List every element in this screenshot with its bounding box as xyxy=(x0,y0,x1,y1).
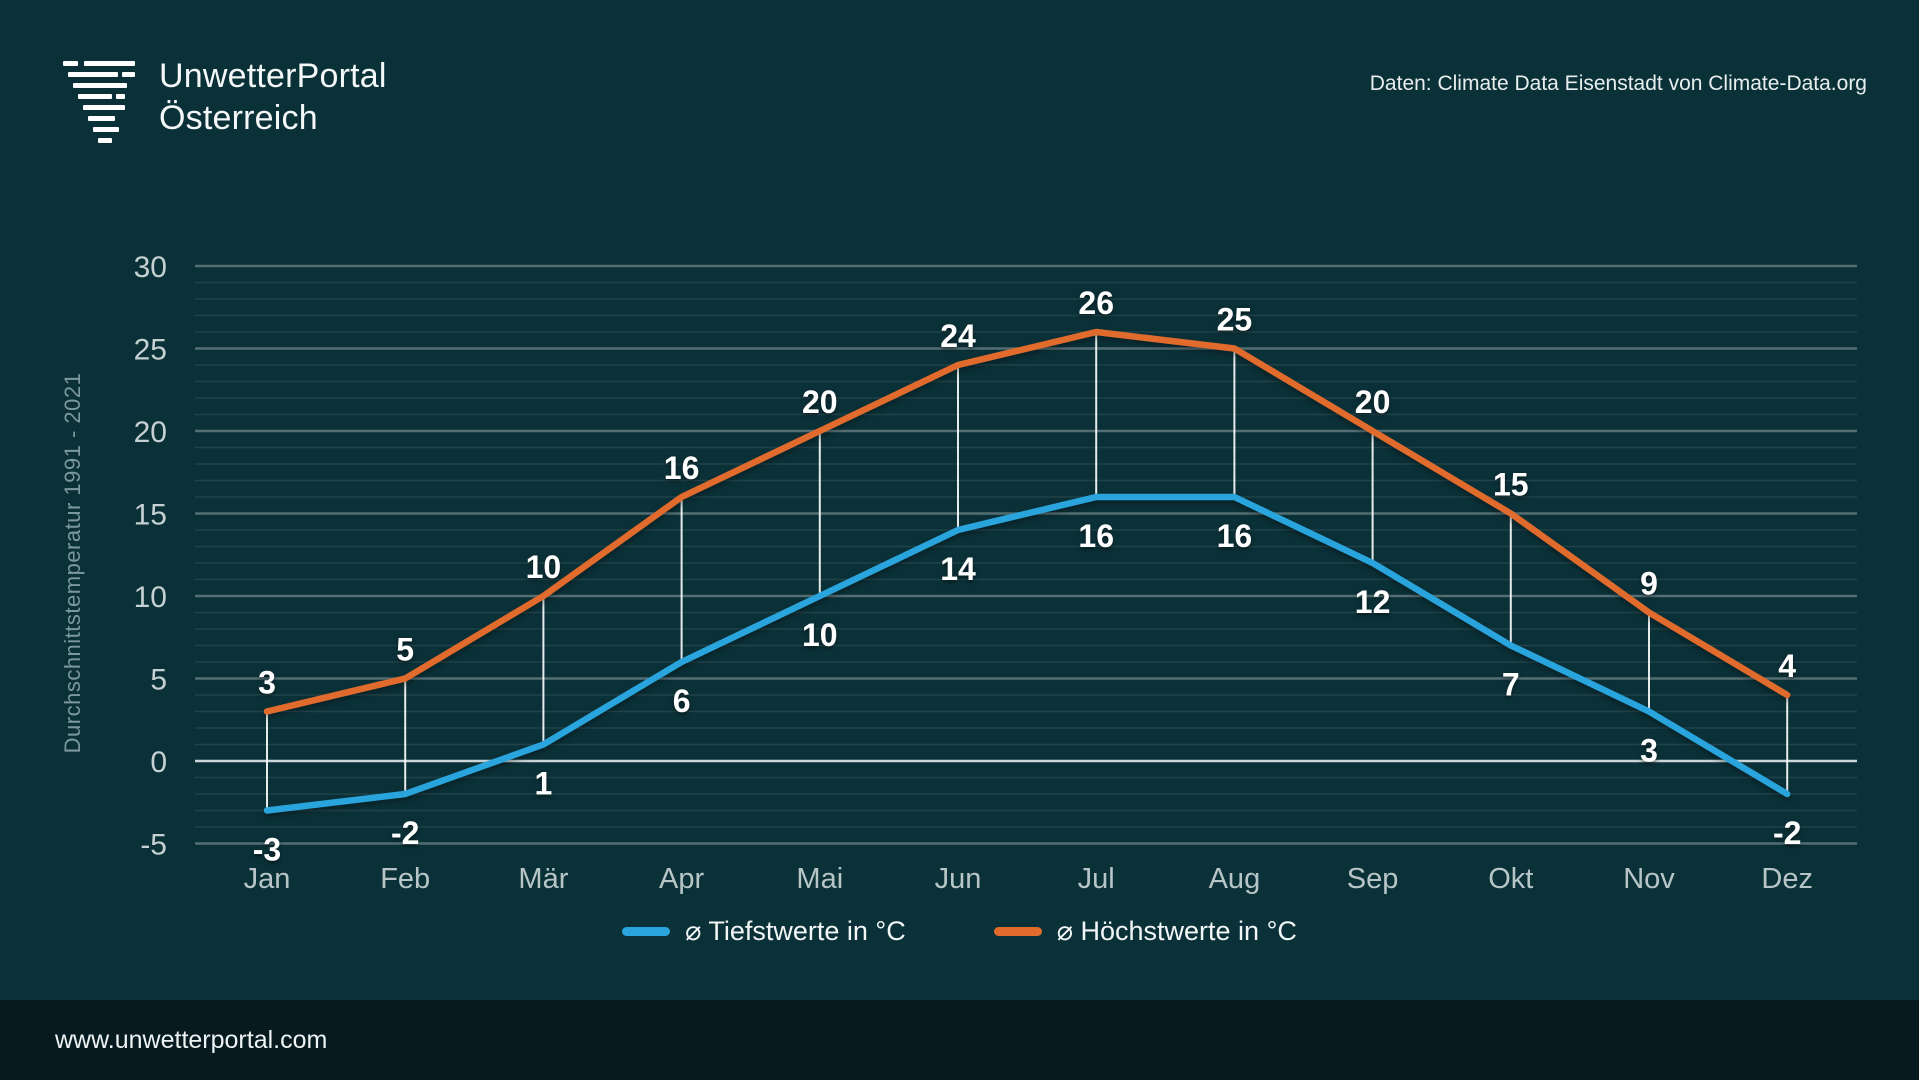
x-tick-label: Jan xyxy=(244,863,291,895)
y-tick-label: 15 xyxy=(134,499,167,532)
x-tick-label: Jul xyxy=(1078,863,1115,895)
low-value-label: 14 xyxy=(940,551,976,587)
legend-label-hoechstwerte: ⌀ Höchstwerte in °C xyxy=(1056,915,1297,946)
x-tick-label: Mär xyxy=(518,863,568,895)
data-source-credit: Daten: Climate Data Eisenstadt von Clima… xyxy=(1369,72,1867,95)
high-value-label: 25 xyxy=(1217,302,1253,338)
high-value-label: 4 xyxy=(1778,648,1796,684)
y-tick-label: 30 xyxy=(134,251,167,284)
low-value-label: 12 xyxy=(1355,584,1391,620)
low-value-label: -2 xyxy=(391,815,419,851)
footer-bar: www.unwetterportal.com xyxy=(0,1000,1919,1080)
brand-title-line2: Österreich xyxy=(159,99,318,137)
y-tick-label: 0 xyxy=(150,746,167,779)
x-tick-label: Dez xyxy=(1761,863,1813,895)
x-tick-label: Nov xyxy=(1623,863,1675,895)
footer-url: www.unwetterportal.com xyxy=(55,1025,328,1054)
high-value-label: 20 xyxy=(802,384,838,420)
header: UnwetterPortal Österreich Daten: Climate… xyxy=(0,0,1919,160)
low-value-label: 16 xyxy=(1078,518,1114,554)
tornado-logo-icon xyxy=(55,55,137,147)
y-tick-label: 10 xyxy=(134,581,167,614)
low-value-label: -3 xyxy=(253,832,281,868)
x-tick-label: Jun xyxy=(935,863,982,895)
high-value-label: 9 xyxy=(1640,566,1658,602)
high-value-label: 24 xyxy=(940,318,976,354)
low-value-label: 6 xyxy=(673,683,691,719)
x-tick-label: Apr xyxy=(659,863,704,895)
y-tick-label: 25 xyxy=(134,334,167,367)
low-value-label: 1 xyxy=(535,766,553,802)
hoechstwerte-series-line xyxy=(263,328,1791,715)
x-tick-label: Okt xyxy=(1488,863,1533,895)
high-value-label: 16 xyxy=(664,450,700,486)
high-value-label: 3 xyxy=(258,665,276,701)
high-value-label: 15 xyxy=(1493,467,1529,503)
chart-legend: ⌀ Tiefstwerte in °C ⌀ Höchstwerte in °C xyxy=(0,908,1919,954)
brand: UnwetterPortal Österreich xyxy=(55,55,387,147)
brand-title-line1: UnwetterPortal xyxy=(159,57,387,95)
low-value-label: 10 xyxy=(802,617,838,653)
low-value-label: 3 xyxy=(1640,733,1658,769)
legend-item-tiefstwerte: ⌀ Tiefstwerte in °C xyxy=(622,916,906,947)
high-value-label: 10 xyxy=(526,549,562,585)
brand-title: UnwetterPortal Österreich xyxy=(159,55,387,147)
low-value-label: 7 xyxy=(1502,667,1520,703)
x-tick-label: Feb xyxy=(380,863,430,895)
tiefstwerte-series-line xyxy=(263,493,1791,814)
high-value-label: 26 xyxy=(1078,285,1114,321)
high-value-label: 20 xyxy=(1355,384,1391,420)
x-tick-label: Aug xyxy=(1209,863,1261,895)
y-tick-label: -5 xyxy=(140,829,167,862)
x-tick-label: Mai xyxy=(796,863,843,895)
hoechstwerte-line-swatch-icon xyxy=(993,926,1042,936)
legend-label-tiefstwerte: ⌀ Tiefstwerte in °C xyxy=(685,915,906,946)
high-value-label: 5 xyxy=(396,632,414,668)
low-value-label: -2 xyxy=(1773,815,1801,851)
x-tick-label: Sep xyxy=(1347,863,1399,895)
legend-item-hoechstwerte: ⌀ Höchstwerte in °C xyxy=(993,915,1297,947)
tiefstwerte-line-swatch-icon xyxy=(622,926,671,936)
low-value-label: 16 xyxy=(1217,518,1253,554)
y-tick-label: 20 xyxy=(134,416,167,449)
y-tick-label: 5 xyxy=(150,664,167,697)
